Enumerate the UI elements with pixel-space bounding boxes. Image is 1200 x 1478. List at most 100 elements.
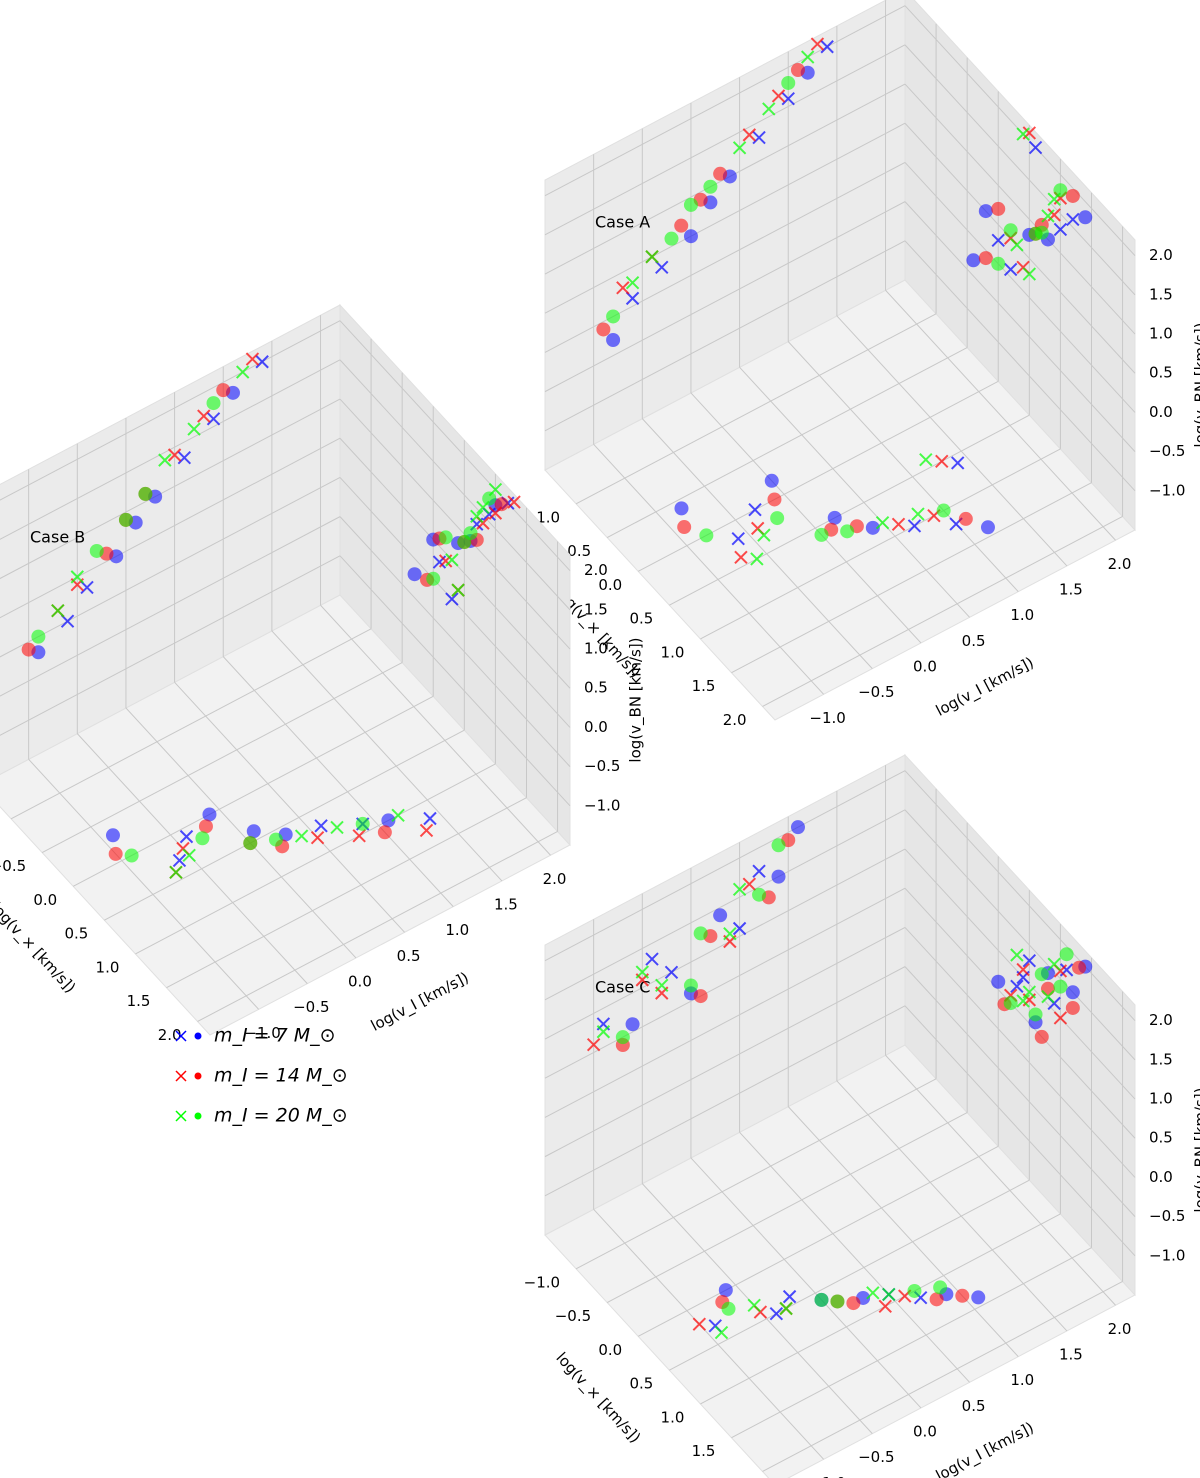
- point: [991, 201, 1006, 216]
- y-tick-label: 0.0: [348, 972, 372, 990]
- z-tick-label: −1.0: [1149, 1246, 1185, 1264]
- point: [781, 91, 795, 106]
- point: [865, 520, 880, 535]
- grid-line: [700, 1213, 1061, 1405]
- x-tick-label: −0.5: [0, 857, 26, 875]
- z-tick-label: 0.5: [1149, 364, 1173, 382]
- grid-line: [544, 122, 906, 314]
- point: [1010, 979, 1024, 994]
- point: [1028, 1007, 1043, 1022]
- z-tick-label: 0.0: [584, 718, 608, 736]
- z-axis-label: log(v_BN [km/s]): [1192, 322, 1200, 447]
- point: [1010, 948, 1024, 962]
- grid-line: [836, 315, 1068, 567]
- point: [438, 530, 453, 545]
- point: [70, 570, 85, 584]
- point: [779, 1301, 793, 1316]
- point: [355, 816, 370, 831]
- legend-cross: [175, 1070, 187, 1082]
- point: [1065, 985, 1080, 1000]
- legend-label: m_I = 7 M_⊙: [214, 1025, 336, 1047]
- point: [955, 1288, 970, 1303]
- point: [606, 309, 621, 324]
- point: [810, 37, 825, 51]
- z-axis-label: log(v_BN [km/s]): [1192, 1087, 1200, 1212]
- grid-line: [638, 380, 999, 572]
- point: [752, 864, 766, 878]
- point: [60, 614, 75, 628]
- y-tick-label: 0.0: [913, 1422, 937, 1440]
- grid-line: [904, 201, 1136, 452]
- grid-line: [544, 161, 906, 353]
- point: [596, 322, 611, 337]
- point: [830, 1294, 845, 1309]
- point: [790, 820, 805, 835]
- point: [935, 454, 949, 469]
- point: [1047, 957, 1061, 971]
- point: [423, 811, 437, 826]
- point: [1041, 209, 1055, 223]
- point: [929, 1292, 944, 1307]
- point: [683, 197, 698, 212]
- point: [407, 567, 422, 582]
- left-pane: [544, 0, 906, 471]
- point: [764, 473, 779, 488]
- grid-line: [638, 1145, 999, 1337]
- point: [235, 365, 250, 379]
- y-tick-label: −1.0: [809, 1474, 845, 1478]
- grid-line: [641, 418, 873, 669]
- y-tick-label: −1.0: [244, 1024, 280, 1042]
- z-tick-label: 0.5: [1149, 1129, 1173, 1147]
- z-tick-label: −0.5: [1149, 442, 1185, 460]
- grid-line: [544, 201, 906, 393]
- point: [445, 592, 459, 606]
- grid-line: [731, 1247, 1092, 1439]
- grid-line: [904, 966, 1136, 1217]
- grid-line: [339, 555, 571, 807]
- point: [1016, 994, 1030, 1008]
- point: [750, 552, 764, 566]
- point: [800, 50, 815, 64]
- grid-line: [904, 44, 1136, 296]
- point: [625, 1017, 640, 1032]
- point: [718, 1283, 733, 1298]
- y-tick-label: 1.0: [1010, 606, 1034, 624]
- point: [683, 978, 698, 993]
- grid-line: [339, 516, 571, 767]
- x-tick-label: 0.5: [629, 1375, 653, 1393]
- x-tick-label: 1.5: [127, 992, 151, 1010]
- point: [1034, 1029, 1049, 1044]
- grid-line: [544, 887, 906, 1079]
- grid-line: [739, 1131, 970, 1383]
- point: [507, 495, 521, 509]
- y-tick-label: 1.0: [445, 921, 469, 939]
- point: [771, 89, 786, 103]
- y-tick-label: 1.5: [494, 895, 518, 913]
- point: [195, 831, 210, 846]
- point: [1066, 212, 1080, 227]
- point: [732, 882, 747, 897]
- point: [1022, 267, 1037, 281]
- point: [89, 543, 104, 558]
- point: [770, 511, 785, 526]
- grid-line: [762, 516, 1123, 707]
- point: [767, 492, 782, 507]
- point: [352, 829, 366, 843]
- y-tick-label: 0.5: [397, 947, 421, 965]
- point: [882, 1287, 896, 1302]
- point: [167, 448, 182, 462]
- point: [742, 128, 757, 142]
- y-tick-label: 2.0: [1108, 555, 1132, 573]
- point: [703, 179, 718, 194]
- point: [814, 527, 829, 542]
- point: [31, 629, 46, 644]
- x-tick-label: 0.0: [33, 891, 57, 909]
- grid-line: [690, 1157, 922, 1409]
- x-tick-label: −0.5: [555, 1307, 591, 1325]
- y-tick-label: 2.0: [543, 870, 567, 888]
- point: [138, 486, 153, 501]
- point: [179, 829, 194, 844]
- point: [169, 865, 183, 880]
- point: [919, 453, 933, 467]
- point: [814, 1292, 829, 1307]
